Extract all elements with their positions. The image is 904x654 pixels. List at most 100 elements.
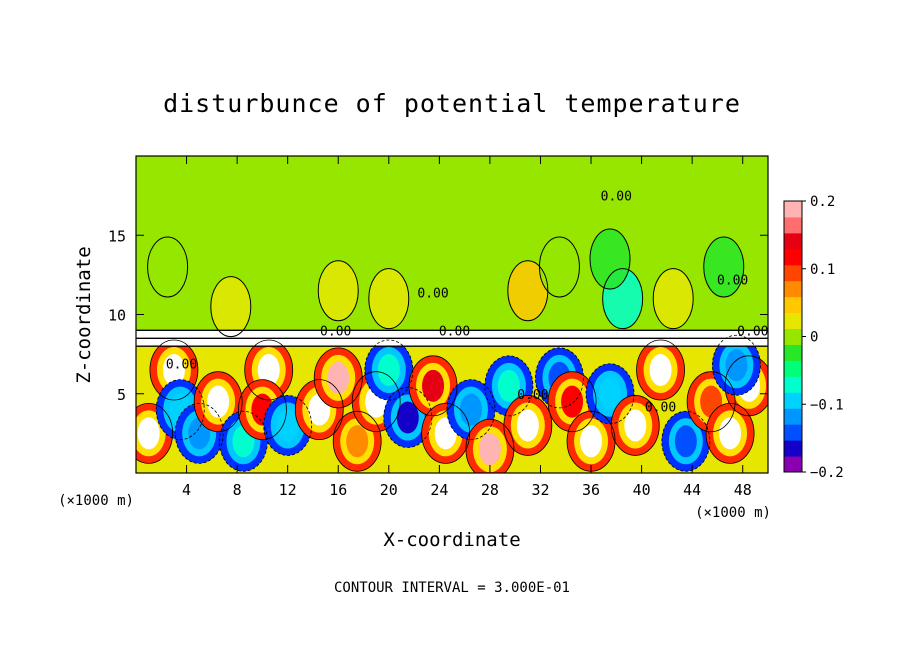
- region-core: [377, 353, 400, 386]
- contour-line: [652, 268, 694, 330]
- region-core: [580, 425, 603, 458]
- contour-line: [446, 379, 496, 441]
- contour-line: [484, 355, 534, 417]
- colorbar-tick-label: 0.1: [810, 262, 835, 278]
- x-axis-label: X-coordinate: [383, 529, 520, 551]
- x-axis: 4 8 12 16 20 24 28 32 36 40 44 48: [182, 156, 752, 499]
- contour-line: [589, 228, 631, 290]
- contour-line: [535, 347, 584, 409]
- contour-label: 0.00: [166, 358, 197, 373]
- x-unit-label-left: (×1000 m): [58, 493, 134, 509]
- region-core: [516, 409, 539, 442]
- contour-line: [294, 379, 344, 441]
- contour-label: 0.00: [439, 324, 470, 339]
- region-core: [719, 417, 742, 450]
- contour-line: [155, 379, 205, 441]
- temperature-field: [136, 156, 768, 473]
- upper-anomaly: [590, 229, 630, 290]
- y-tick-label: 15: [108, 227, 126, 245]
- x-tick-label: 28: [481, 481, 499, 499]
- contour-lines: [136, 228, 768, 473]
- upper-anomaly: [653, 268, 694, 329]
- contour-line: [219, 410, 268, 472]
- x-tick-label: 8: [233, 481, 242, 499]
- x-tick-label: 36: [582, 481, 600, 499]
- x-tick-label: 20: [380, 481, 398, 499]
- x-tick-label: 40: [633, 481, 651, 499]
- contour-label: 0.00: [320, 324, 351, 339]
- region-core: [725, 349, 748, 382]
- chart-title: disturbunce of potential temperature: [163, 89, 741, 118]
- colorbar-segment: [784, 360, 802, 377]
- contour-line: [244, 339, 294, 401]
- contour-line: [465, 418, 515, 473]
- colorbar-segment: [784, 440, 802, 457]
- region-core: [497, 369, 520, 402]
- contour-line: [661, 410, 711, 472]
- contour-line: [351, 371, 401, 433]
- y-axis: 5 10 15: [108, 227, 768, 404]
- colorbar-segment: [784, 456, 802, 473]
- x-tick-label: 32: [531, 481, 549, 499]
- colorbar-segment: [784, 344, 802, 361]
- region-core: [624, 409, 647, 442]
- colorbar-segment: [784, 248, 802, 266]
- contour-line: [174, 402, 224, 464]
- contour-line: [368, 268, 410, 330]
- region-core: [396, 401, 419, 434]
- contour-line: [136, 402, 174, 464]
- contour-label: 0.00: [645, 400, 676, 415]
- colorbar-segment: [784, 280, 802, 298]
- upper-anomaly: [539, 236, 580, 297]
- y-axis-label: Z-coordinate: [73, 246, 95, 383]
- region-core: [257, 353, 280, 386]
- region-core: [422, 369, 445, 402]
- contour-line: [237, 379, 287, 441]
- region-core: [327, 361, 350, 394]
- x-tick-label: 4: [182, 481, 191, 499]
- region-core: [674, 425, 697, 458]
- colorbar-segment: [784, 264, 802, 282]
- region-core: [162, 353, 185, 386]
- contour-line: [503, 395, 553, 456]
- x-tick-label: 24: [430, 481, 448, 499]
- contour-line: [547, 371, 597, 433]
- contour-line: [210, 276, 252, 338]
- colorbar-segment: [784, 201, 802, 218]
- contour-interval-footer: CONTOUR INTERVAL = 3.000E-01: [334, 580, 570, 596]
- contour-line: [313, 347, 363, 409]
- region-core: [207, 385, 230, 418]
- colorbar-segment: [784, 376, 802, 393]
- plot-area: 0.00 0.00 0.00 0.00 0.00 0.00 0.00 0.00 0.00: [135, 155, 769, 474]
- contour-line: [149, 339, 199, 401]
- contour-line: [408, 355, 458, 417]
- contour-line: [610, 395, 660, 456]
- region-core: [478, 433, 501, 466]
- contour-line: [602, 268, 644, 330]
- contour-label: 0.00: [717, 274, 748, 289]
- colorbar-segment: [784, 296, 802, 314]
- x-tick-label: 12: [279, 481, 297, 499]
- contour-label: 0.00: [417, 286, 448, 301]
- region-core: [346, 425, 369, 458]
- contour-line: [705, 402, 755, 464]
- x-tick-label: 44: [683, 481, 701, 499]
- colorbar: 0.2 0.1 0 −0.1 −0.2: [783, 194, 844, 481]
- contour-label: 0.00: [737, 324, 768, 339]
- contour-line: [585, 363, 635, 425]
- contour-line: [332, 410, 382, 472]
- contour-line: [538, 236, 580, 298]
- region-core: [561, 385, 584, 418]
- contour-line: [383, 387, 433, 448]
- colorbar-segment: [784, 312, 802, 330]
- contour-line: [703, 236, 745, 298]
- colorbar-segment: [784, 424, 802, 441]
- colorbar-segment: [784, 392, 802, 409]
- upper-anomaly: [147, 236, 188, 297]
- upper-anomaly: [703, 236, 744, 297]
- colorbar-segment: [784, 232, 802, 250]
- region-core: [599, 377, 621, 410]
- colorbar-tick-label: 0: [810, 330, 818, 346]
- region-core: [137, 417, 160, 450]
